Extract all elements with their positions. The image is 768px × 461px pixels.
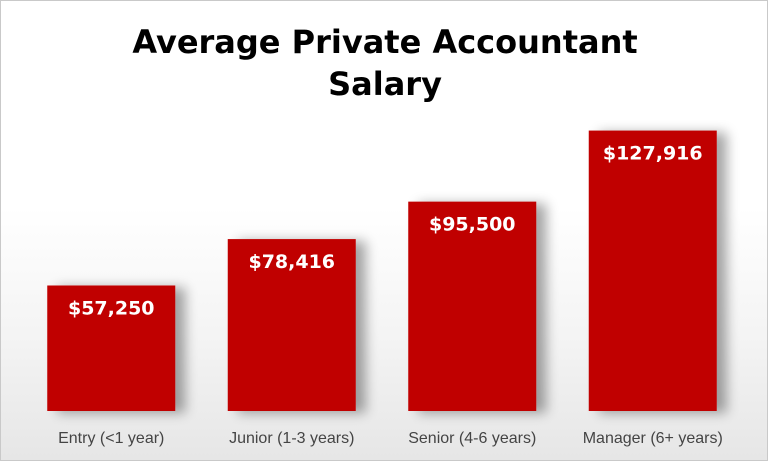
category-label-3: Manager (6+ years) [583,430,723,447]
data-label-2: $95,500 [429,214,516,236]
bar-0 [47,285,176,411]
category-label-0: Entry (<1 year) [58,430,164,447]
category-label-1: Junior (1-3 years) [229,430,354,447]
category-label-2: Senior (4-6 years) [408,430,536,447]
chart-title: Average Private Accountant Salary [132,23,638,103]
bar-2 [408,201,537,411]
data-label-0: $57,250 [68,297,155,319]
bar-3 [588,130,717,411]
data-label-1: $78,416 [248,251,335,273]
data-label-3: $127,916 [603,143,703,165]
bar-1 [227,239,356,411]
